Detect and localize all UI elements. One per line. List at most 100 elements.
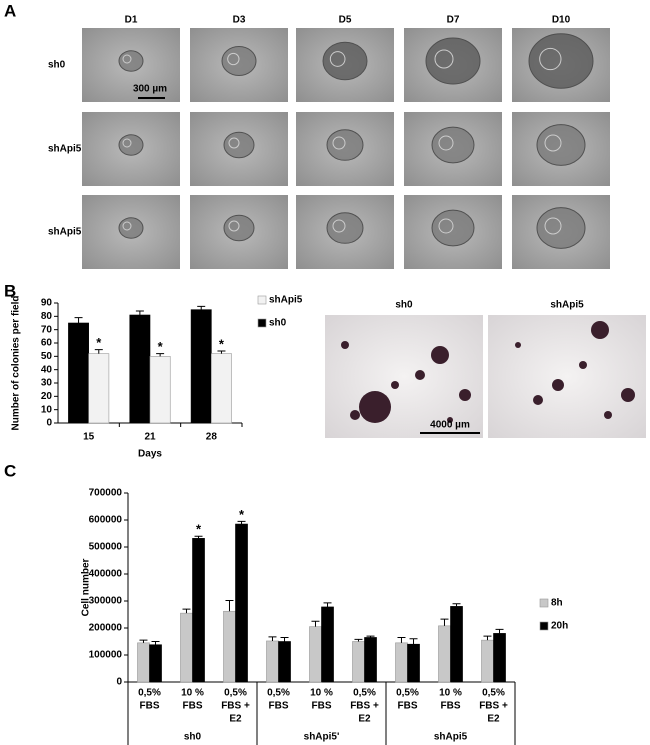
legend-swatch: [539, 621, 549, 631]
bar: [364, 637, 377, 683]
x-tick-label: E2: [358, 714, 371, 725]
significance-marker: *: [219, 336, 225, 351]
y-tick-label: 100000: [89, 650, 123, 661]
bar: [266, 640, 279, 683]
error-bar: [156, 353, 165, 357]
legend-label: 20h: [551, 621, 568, 632]
error-bar: [354, 638, 363, 642]
colony-detail: [227, 52, 240, 66]
colony-detail: [438, 218, 454, 234]
bar: [309, 626, 322, 683]
colony-detail: [544, 134, 562, 152]
y-axis-label: Number of colonies per field: [11, 295, 22, 430]
error-bar: [225, 599, 234, 612]
colony: [604, 411, 612, 419]
y-tick-label: 10: [41, 404, 53, 415]
bar: [137, 642, 150, 683]
column-label: D1: [125, 15, 138, 26]
colony-detail: [228, 220, 240, 232]
colony-detail: [122, 54, 132, 64]
error-bar: [94, 349, 103, 354]
row-label: sh0: [48, 60, 66, 71]
error-bar: [197, 305, 206, 310]
bar: [278, 641, 291, 683]
scale-bar-label: 4000 µm: [430, 420, 470, 431]
colony: [533, 395, 543, 405]
bar: [211, 353, 232, 424]
image-label: shApi5: [550, 300, 584, 311]
error-bar: [268, 636, 277, 641]
y-tick-label: 600000: [89, 515, 123, 526]
y-tick-label: 50: [41, 351, 53, 362]
colony: [431, 346, 449, 364]
colony-detail: [122, 138, 132, 148]
colony: [459, 389, 471, 401]
legend-swatch: [257, 318, 267, 328]
x-tick-label: FBS: [269, 701, 289, 712]
error-bar: [135, 310, 144, 315]
colony-detail: [332, 136, 346, 150]
significance-marker: *: [96, 335, 102, 350]
error-bar: [311, 620, 320, 627]
x-tick-label: 21: [144, 432, 156, 443]
legend-label: sh0: [269, 318, 287, 329]
y-tick-label: 700000: [89, 488, 123, 499]
colony: [447, 417, 453, 423]
bar: [190, 309, 212, 424]
x-tick-label: 0,5%: [138, 688, 161, 699]
x-tick-label: 28: [206, 432, 218, 443]
significance-marker: *: [158, 339, 164, 354]
x-tick-label: 10 %: [310, 688, 333, 699]
bar: [149, 356, 171, 424]
colony: [341, 341, 349, 349]
column-label: D7: [447, 15, 460, 26]
error-bar: [74, 317, 83, 323]
y-tick-label: 70: [41, 324, 53, 335]
y-tick-label: 300000: [89, 596, 123, 607]
colony: [391, 381, 399, 389]
colony-image: [488, 315, 646, 438]
error-bar: [151, 641, 160, 645]
y-tick-label: 200000: [89, 623, 123, 634]
bar: [149, 644, 162, 683]
error-bar: [397, 636, 406, 643]
colony: [591, 321, 609, 339]
bar: [352, 641, 365, 683]
colony: [415, 370, 425, 380]
bar: [450, 606, 463, 683]
scale-bar-label: 300 µm: [133, 84, 167, 95]
colony-detail: [539, 47, 562, 71]
row-label: shApi5: [48, 144, 82, 155]
x-tick-label: 0,5%: [267, 688, 290, 699]
x-tick-label: 0,5%: [224, 688, 247, 699]
colony: [350, 410, 360, 420]
x-tick-label: FBS +: [221, 701, 250, 712]
legend-label: shApi5: [269, 295, 303, 306]
legend-swatch: [539, 598, 549, 608]
bar: [407, 643, 420, 683]
panel-label: A: [4, 1, 16, 20]
error-bar: [495, 628, 504, 634]
colony: [552, 379, 564, 391]
y-tick-label: 90: [41, 298, 53, 309]
group-label: sh0: [184, 732, 202, 743]
column-label: D5: [339, 15, 352, 26]
y-tick-label: 400000: [89, 569, 123, 580]
x-tick-label: 0,5%: [353, 688, 376, 699]
panel-label: B: [4, 281, 16, 300]
bar: [180, 612, 193, 683]
y-tick-label: 20: [41, 391, 53, 402]
panel-label: C: [4, 461, 16, 480]
colony: [515, 342, 521, 348]
error-bar: [182, 608, 191, 614]
image-label: sh0: [395, 300, 413, 311]
legend-label: 8h: [551, 598, 563, 609]
bar: [129, 314, 151, 424]
bar: [68, 322, 89, 424]
bar: [321, 606, 334, 683]
bar: [235, 523, 248, 683]
y-tick-label: 80: [41, 311, 53, 322]
bar: [192, 538, 205, 683]
row-label: shApi5': [48, 227, 84, 238]
